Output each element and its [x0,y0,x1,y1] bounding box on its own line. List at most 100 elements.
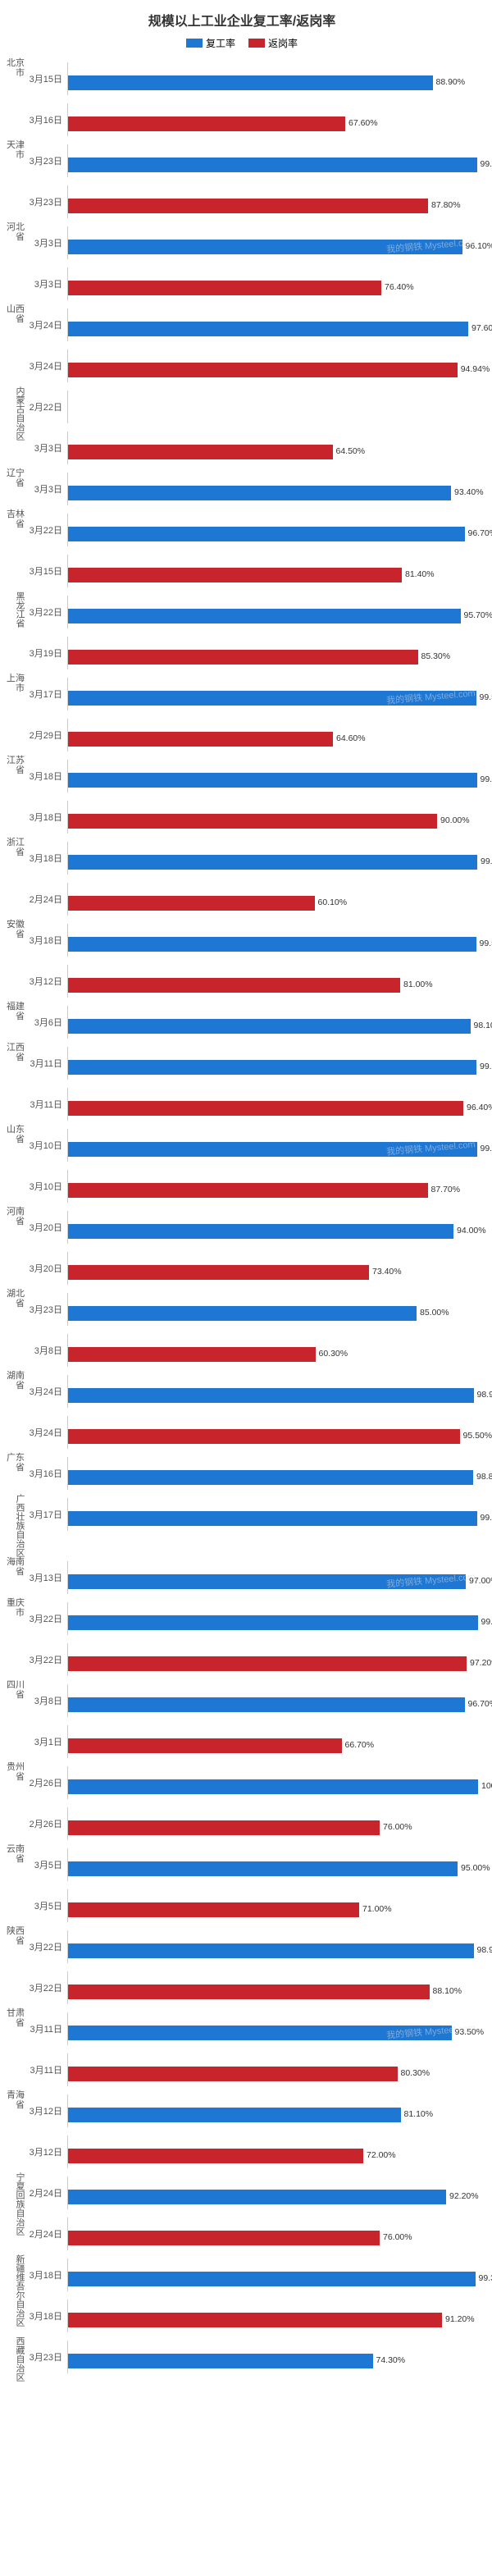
region-bars: 3月22日98.90%3月22日88.10% [26,1926,484,2008]
value-label: 74.30% [376,2355,406,2365]
bar-area: 99.70% [67,760,484,792]
region-bars: 3月3日96.10%3月3日76.40%我的钢铁 Mysteel.com [26,222,484,304]
date-label: 3月1日 [26,1735,67,1748]
bar-resumption [68,1779,478,1794]
date-label: 3月20日 [26,1262,67,1275]
bar-area [67,391,484,423]
value-label: 99.70% [481,159,492,169]
bar-row: 3月8日60.30% [26,1330,484,1371]
region-bars: 3月6日98.10% [26,1002,484,1043]
region-label: 江西省 [0,1043,26,1062]
date-label: 3月19日 [26,646,67,660]
value-label: 95.00% [461,1863,490,1873]
region-label: 广东省 [0,1453,26,1473]
bar-row: 2月29日64.60% [26,715,484,756]
region-group: 新疆维吾尔自治区3月18日99.30%3月18日91.20% [0,2254,484,2336]
region-label: 安徽省 [0,920,26,939]
date-label: 3月23日 [26,2350,67,2364]
bar-area: 95.50% [67,1416,484,1449]
bar-row: 3月3日 93.40% [26,468,484,509]
date-label: 2月24日 [26,893,67,906]
date-label: 3月24日 [26,318,67,331]
bar-return [68,1347,316,1362]
bar-area: 87.80% [67,185,484,218]
bar-area: 81.40% [67,555,484,587]
date-label: 3月18日 [26,770,67,783]
bar-row: 3月22日98.90% [26,1926,484,1967]
bar-return [68,2231,380,2245]
value-label: 99.50% [480,939,492,948]
value-label: 76.40% [385,282,414,292]
region-label-text: 北京市 [0,58,25,78]
bar-row: 3月15日88.90% [26,58,484,99]
bar-return [68,1985,430,1999]
date-label: 3月6日 [26,1016,67,1029]
value-label: 87.70% [431,1185,461,1194]
chart-legend: 复工率返岗率 [0,36,484,50]
date-label: 3月13日 [26,1571,67,1584]
bar-row: 3月24日95.50% [26,1412,484,1453]
bar-row: 3月11日99.60% [26,1043,484,1084]
region-label: 内蒙古自治区 [0,386,26,441]
region-bars: 3月11日93.50%3月11日80.30%我的钢铁 Mysteel.com [26,2008,484,2090]
value-label: 93.40% [454,487,484,497]
bar-return [68,1902,359,1917]
bar-resumption [68,1861,458,1876]
region-label-text: 山西省 [0,304,25,324]
value-label: 99.70% [481,1144,492,1153]
bar-resumption [68,2190,446,2204]
bar-area: 76.00% [67,2217,484,2250]
bar-row: 2月24日60.10% [26,879,484,920]
region-bars: 3月17日99.70% [26,1494,484,1557]
bar-area: 64.60% [67,719,484,751]
bar-resumption [68,527,465,541]
bar-return [68,2067,398,2081]
value-label: 87.80% [431,200,461,210]
value-label: 95.70% [464,610,492,620]
region-label-text: 重庆市 [0,1598,25,1618]
value-label: 100.00% [481,1781,492,1791]
region-label: 宁夏回族自治区 [0,2172,26,2236]
region-label: 广西壮族自治区 [0,1494,26,1557]
bar-area: 91.20% [67,2300,484,2332]
bar-return [68,732,333,747]
bar-row: 3月20日73.40% [26,1248,484,1289]
date-label: 3月8日 [26,1694,67,1707]
region-group: 湖北省3月23日85.00%3月8日60.30% [0,1289,484,1371]
bar-area: 99.30% [67,2259,484,2291]
bar-area: 98.80% [67,1457,484,1490]
value-label: 99.50% [480,692,492,702]
bar-row: 3月23日99.70% [26,140,484,181]
date-label: 3月15日 [26,72,67,85]
value-label: 98.90% [477,1945,492,1955]
region-bars: 3月18日99.50%3月12日81.00% [26,920,484,1002]
bar-resumption [68,691,476,706]
region-group: 湖南省3月24日98.90%3月24日95.50% [0,1371,484,1453]
value-label: 91.20% [445,2314,475,2324]
bar-area: 72.00% [67,2135,484,2168]
region-label: 四川省 [0,1680,26,1700]
bar-area: 96.70% [67,1684,484,1717]
bar-row: 3月13日97.00% [26,1557,484,1598]
region-label: 河北省 [0,222,26,242]
region-label-text: 福建省 [0,1002,25,1021]
value-label: 94.00% [457,1226,486,1235]
bar-area: 85.00% [67,1293,484,1326]
date-label: 3月5日 [26,1858,67,1871]
bar-resumption [68,2108,401,2122]
date-label: 3月3日 [26,482,67,496]
bar-area: 97.00% [67,1561,484,1594]
bar-row: 3月3日64.50% [26,427,484,468]
value-label: 81.10% [404,2109,434,2119]
region-group: 山东省3月10日99.70%3月10日87.70%我的钢铁 Mysteel.co… [0,1125,484,1207]
value-label: 66.70% [345,1740,375,1750]
date-label: 3月16日 [26,113,67,126]
region-bars: 3月8日96.70% 3月1日 66.70% [26,1680,484,1762]
region-bars: 2月22日3月3日64.50% [26,386,484,468]
region-label: 湖南省 [0,1371,26,1391]
region-label-text: 天津市 [0,140,25,160]
value-label: 85.00% [420,1308,449,1318]
region-label: 重庆市 [0,1598,26,1618]
region-bars: 3月15日88.90%3月16日67.60% [26,58,484,140]
region-group: 云南省3月5日95.00%3月5日71.00% [0,1844,484,1926]
